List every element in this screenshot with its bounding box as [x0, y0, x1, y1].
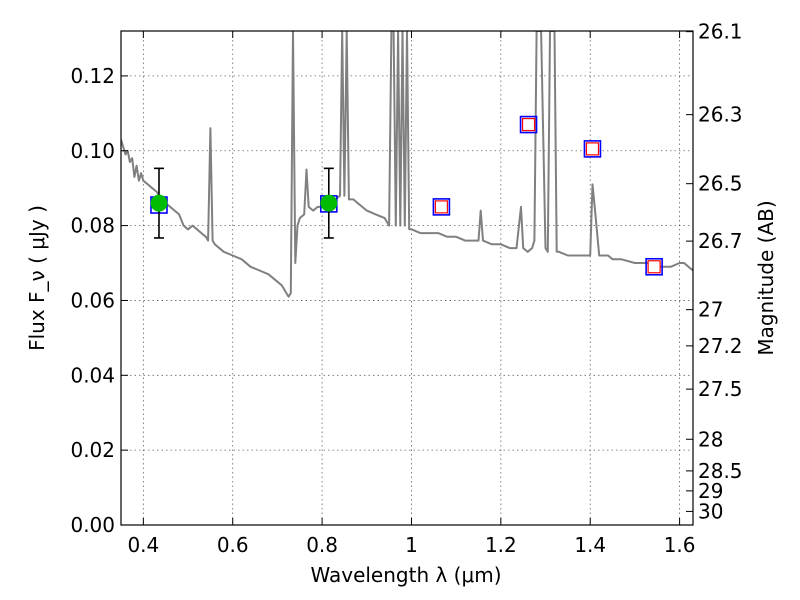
x-tick-label: 0.6 — [217, 533, 249, 557]
x-tick-label: 1.2 — [485, 533, 517, 557]
y-tick-label: 0.08 — [70, 214, 115, 238]
y2-axis-label: Magnitude (AB) — [754, 200, 778, 355]
y-tick-label: 0.00 — [70, 513, 115, 537]
y2-tick-label: 26.1 — [698, 20, 743, 44]
model-photometry-point — [519, 115, 538, 134]
y-tick-label: 0.12 — [70, 64, 115, 88]
predicted-photometry-point — [647, 260, 661, 274]
y2-tick-label: 28 — [698, 427, 723, 451]
observed-photometry-point — [320, 194, 338, 212]
y2-tick-label: 29 — [698, 479, 723, 503]
x-tick-label: 1.4 — [574, 533, 606, 557]
x-tick-label: 0.8 — [306, 533, 338, 557]
y2-tick-label: 26.5 — [698, 172, 743, 196]
predicted-photometry-point — [434, 200, 449, 214]
observed-photometry-point — [150, 194, 168, 212]
y-tick-label: 0.06 — [70, 288, 115, 312]
x-axis-label: Wavelength λ (μm) — [310, 563, 501, 587]
plot-frame — [120, 30, 694, 526]
model-photometry-point — [432, 198, 451, 216]
y-tick-label: 0.10 — [70, 139, 115, 163]
predicted-photometry-point — [585, 142, 600, 156]
y2-tick-label: 27 — [698, 298, 723, 322]
y2-tick-label: 27.2 — [698, 334, 743, 358]
x-tick-label: 1.6 — [664, 533, 696, 557]
model-photometry-point — [645, 257, 663, 276]
x-tick-label: 0.4 — [127, 533, 159, 557]
y2-tick-label: 30 — [698, 499, 723, 523]
spectrum-line — [121, 31, 693, 298]
y2-tick-label: 28.5 — [698, 459, 743, 483]
model-photometry-point — [583, 140, 602, 158]
y-axis-label: Flux F_ν ( μJy ) — [25, 205, 49, 351]
y-tick-label: 0.02 — [70, 438, 115, 462]
y2-tick-label: 26.3 — [698, 103, 743, 127]
y-tick-label: 0.04 — [70, 363, 115, 387]
data-layer — [121, 31, 693, 298]
x-tick-label: 1 — [405, 533, 418, 557]
tick-layer: 0.4 0.6 0.8 1 1.2 1.4 1.6 0.00 0.02 0.04 0.06 0.08 0… — [70, 20, 742, 557]
predicted-photometry-point — [521, 117, 536, 132]
y2-tick-label: 27.5 — [698, 377, 743, 401]
frame-layer — [120, 30, 694, 526]
y2-tick-label: 26.7 — [698, 229, 743, 253]
